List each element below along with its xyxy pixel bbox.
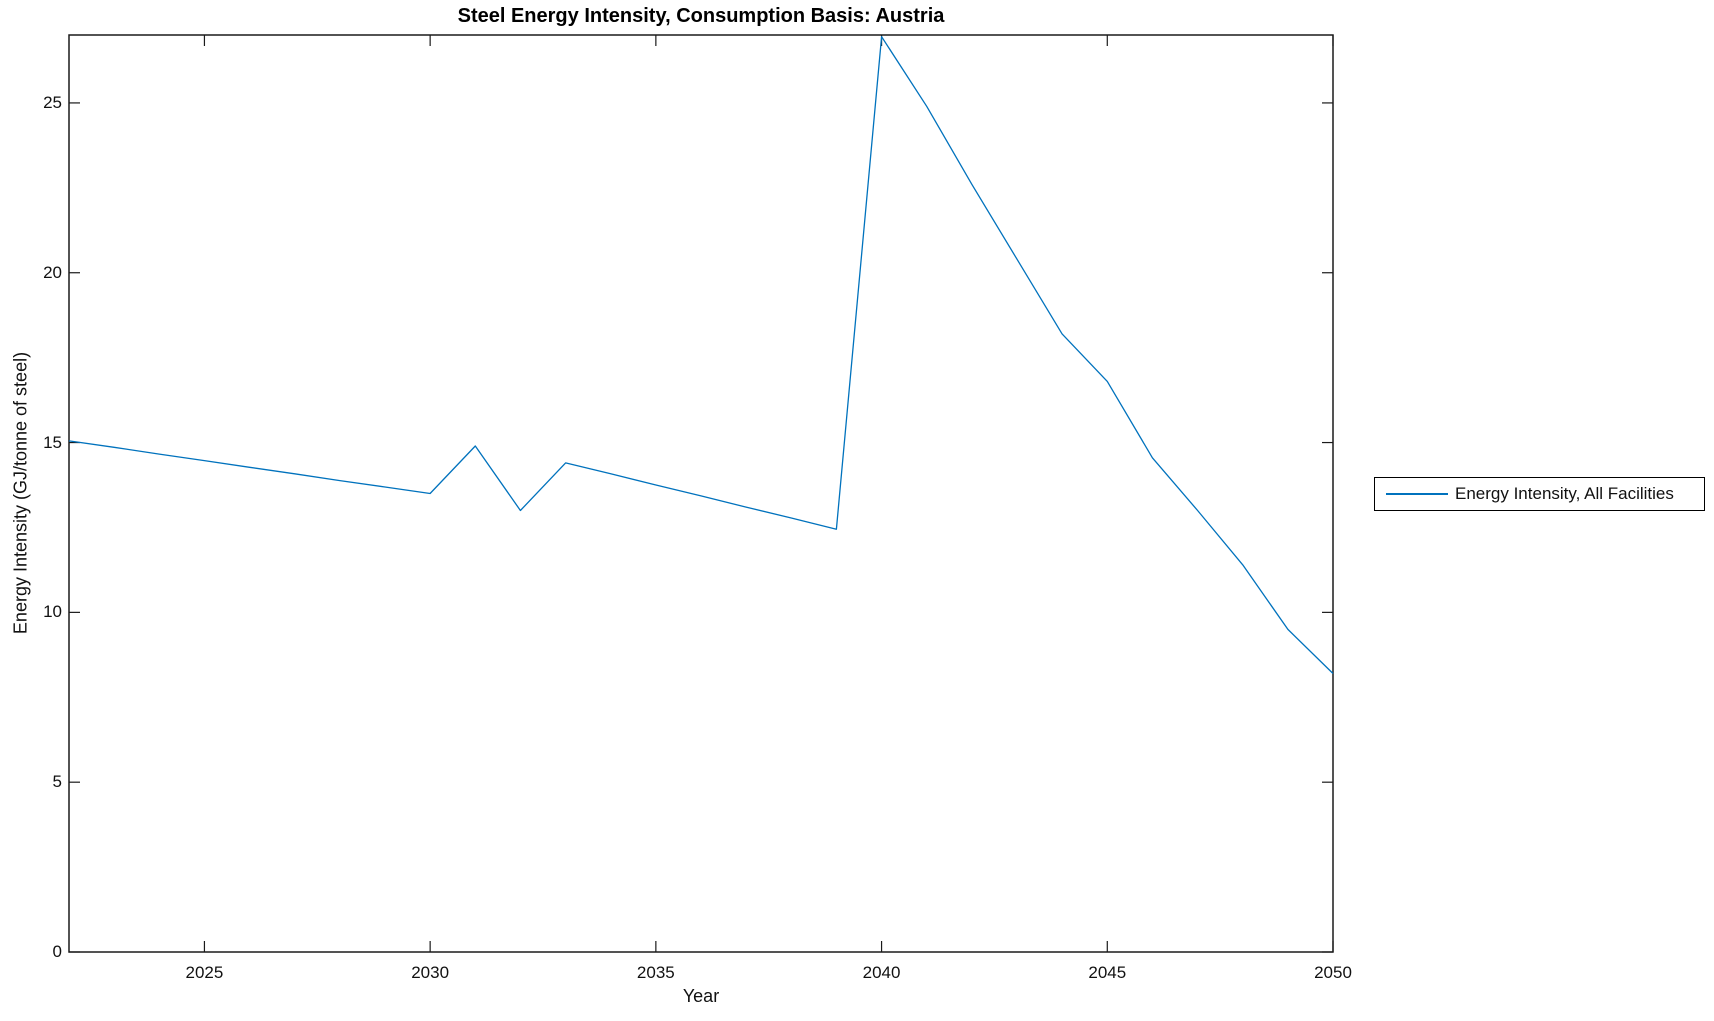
y-axis-label: Energy Intensity (GJ/tonne of steel)	[10, 351, 31, 635]
y-tick-label: 20	[43, 262, 62, 282]
y-tick-label: 0	[52, 942, 62, 961]
x-axis-label: Year	[682, 986, 720, 1006]
y-tick-label: 5	[52, 772, 62, 792]
y-tick-label: 15	[43, 432, 62, 452]
x-tick-label: 2030	[411, 963, 450, 982]
chart-title: Steel Energy Intensity, Consumption Basi…	[457, 5, 945, 27]
x-tick-label: 2050	[1314, 963, 1352, 982]
legend: Energy Intensity, All Facilities	[1374, 477, 1705, 511]
x-tick-label: 2040	[862, 963, 901, 982]
legend-line-sample	[1386, 493, 1448, 495]
energy-intensity-line	[68, 36, 1334, 674]
x-tick-label: 2035	[636, 963, 675, 982]
x-tick-label: 2025	[185, 963, 224, 982]
y-tick-label: 25	[43, 92, 62, 112]
y-tick-label: 10	[43, 602, 62, 622]
x-tick-label: 2045	[1088, 963, 1127, 982]
axes-box	[68, 34, 1334, 953]
legend-entry-label: Energy Intensity, All Facilities	[1455, 484, 1674, 503]
